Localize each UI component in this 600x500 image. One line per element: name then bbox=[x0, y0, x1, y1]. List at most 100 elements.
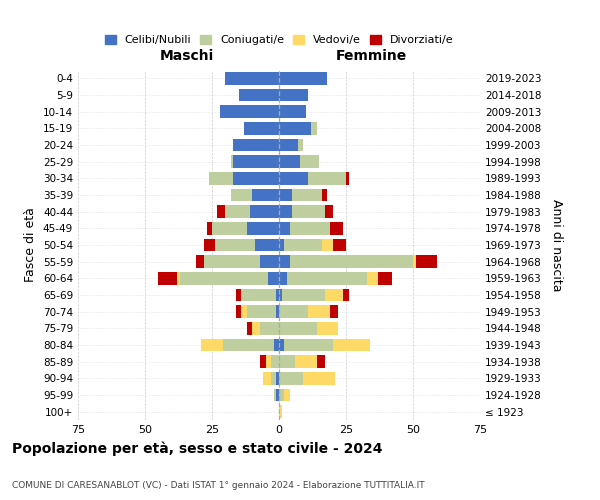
Bar bbox=[308, 172, 346, 184]
Bar bbox=[231, 188, 252, 201]
Bar bbox=[413, 256, 416, 268]
Bar bbox=[255, 239, 279, 251]
Bar bbox=[260, 322, 279, 334]
Bar bbox=[287, 272, 367, 284]
Bar bbox=[274, 339, 279, 351]
Bar bbox=[204, 239, 215, 251]
Bar bbox=[252, 188, 279, 201]
Bar bbox=[223, 339, 274, 351]
Bar bbox=[279, 289, 281, 301]
Bar bbox=[209, 172, 233, 184]
Bar bbox=[266, 356, 271, 368]
Bar bbox=[277, 306, 279, 318]
Bar bbox=[290, 256, 413, 268]
Bar bbox=[378, 272, 392, 284]
Bar bbox=[279, 256, 290, 268]
Bar bbox=[279, 106, 306, 118]
Bar bbox=[303, 372, 335, 384]
Bar bbox=[247, 306, 277, 318]
Bar bbox=[279, 72, 327, 85]
Bar bbox=[332, 239, 346, 251]
Text: COMUNE DI CARESANABLOT (VC) - Dati ISTAT 1° gennaio 2024 - Elaborazione TUTTITAL: COMUNE DI CARESANABLOT (VC) - Dati ISTAT… bbox=[12, 480, 425, 490]
Bar bbox=[279, 188, 292, 201]
Bar bbox=[239, 89, 279, 101]
Bar bbox=[281, 289, 325, 301]
Bar bbox=[308, 306, 330, 318]
Bar bbox=[343, 289, 349, 301]
Bar bbox=[284, 389, 290, 401]
Bar bbox=[330, 222, 343, 234]
Bar bbox=[277, 372, 279, 384]
Bar bbox=[290, 222, 330, 234]
Bar bbox=[271, 356, 279, 368]
Bar bbox=[416, 256, 437, 268]
Bar bbox=[279, 306, 308, 318]
Bar bbox=[279, 322, 317, 334]
Bar bbox=[233, 138, 279, 151]
Bar bbox=[236, 289, 241, 301]
Bar bbox=[268, 272, 279, 284]
Bar bbox=[332, 339, 370, 351]
Bar bbox=[231, 156, 233, 168]
Bar bbox=[279, 372, 303, 384]
Bar bbox=[295, 356, 317, 368]
Bar bbox=[158, 272, 177, 284]
Bar bbox=[367, 272, 378, 284]
Bar bbox=[298, 138, 303, 151]
Bar bbox=[180, 272, 268, 284]
Bar bbox=[317, 356, 325, 368]
Bar bbox=[277, 389, 279, 401]
Y-axis label: Anni di nascita: Anni di nascita bbox=[550, 198, 563, 291]
Bar bbox=[252, 322, 260, 334]
Bar bbox=[206, 222, 212, 234]
Bar bbox=[241, 306, 247, 318]
Bar bbox=[177, 272, 180, 284]
Bar bbox=[279, 172, 308, 184]
Bar bbox=[233, 156, 279, 168]
Bar bbox=[279, 222, 290, 234]
Bar bbox=[204, 256, 260, 268]
Bar bbox=[330, 306, 338, 318]
Bar bbox=[317, 322, 338, 334]
Bar bbox=[292, 206, 325, 218]
Bar bbox=[284, 239, 322, 251]
Bar bbox=[279, 156, 301, 168]
Bar bbox=[274, 389, 277, 401]
Bar bbox=[241, 289, 277, 301]
Text: Popolazione per età, sesso e stato civile - 2024: Popolazione per età, sesso e stato civil… bbox=[12, 441, 383, 456]
Bar bbox=[247, 222, 279, 234]
Bar bbox=[279, 89, 308, 101]
Bar bbox=[271, 372, 277, 384]
Bar bbox=[279, 206, 292, 218]
Bar bbox=[279, 272, 287, 284]
Bar bbox=[196, 256, 204, 268]
Bar bbox=[346, 172, 349, 184]
Bar bbox=[226, 206, 250, 218]
Bar bbox=[233, 172, 279, 184]
Bar bbox=[325, 289, 343, 301]
Bar bbox=[260, 256, 279, 268]
Bar bbox=[279, 239, 284, 251]
Bar bbox=[260, 356, 266, 368]
Bar bbox=[244, 122, 279, 134]
Bar bbox=[215, 239, 255, 251]
Bar bbox=[226, 72, 279, 85]
Legend: Celibi/Nubili, Coniugati/e, Vedovi/e, Divorziati/e: Celibi/Nubili, Coniugati/e, Vedovi/e, Di… bbox=[100, 30, 458, 50]
Bar bbox=[212, 222, 247, 234]
Bar bbox=[220, 106, 279, 118]
Bar bbox=[217, 206, 226, 218]
Bar bbox=[279, 122, 311, 134]
Bar bbox=[325, 206, 332, 218]
Bar bbox=[279, 138, 298, 151]
Text: Femmine: Femmine bbox=[336, 49, 407, 63]
Y-axis label: Fasce di età: Fasce di età bbox=[25, 208, 37, 282]
Bar bbox=[311, 122, 317, 134]
Bar bbox=[247, 322, 252, 334]
Bar bbox=[322, 239, 332, 251]
Bar bbox=[279, 356, 295, 368]
Bar bbox=[250, 206, 279, 218]
Bar bbox=[322, 188, 327, 201]
Bar bbox=[284, 339, 332, 351]
Bar bbox=[301, 156, 319, 168]
Bar bbox=[277, 289, 279, 301]
